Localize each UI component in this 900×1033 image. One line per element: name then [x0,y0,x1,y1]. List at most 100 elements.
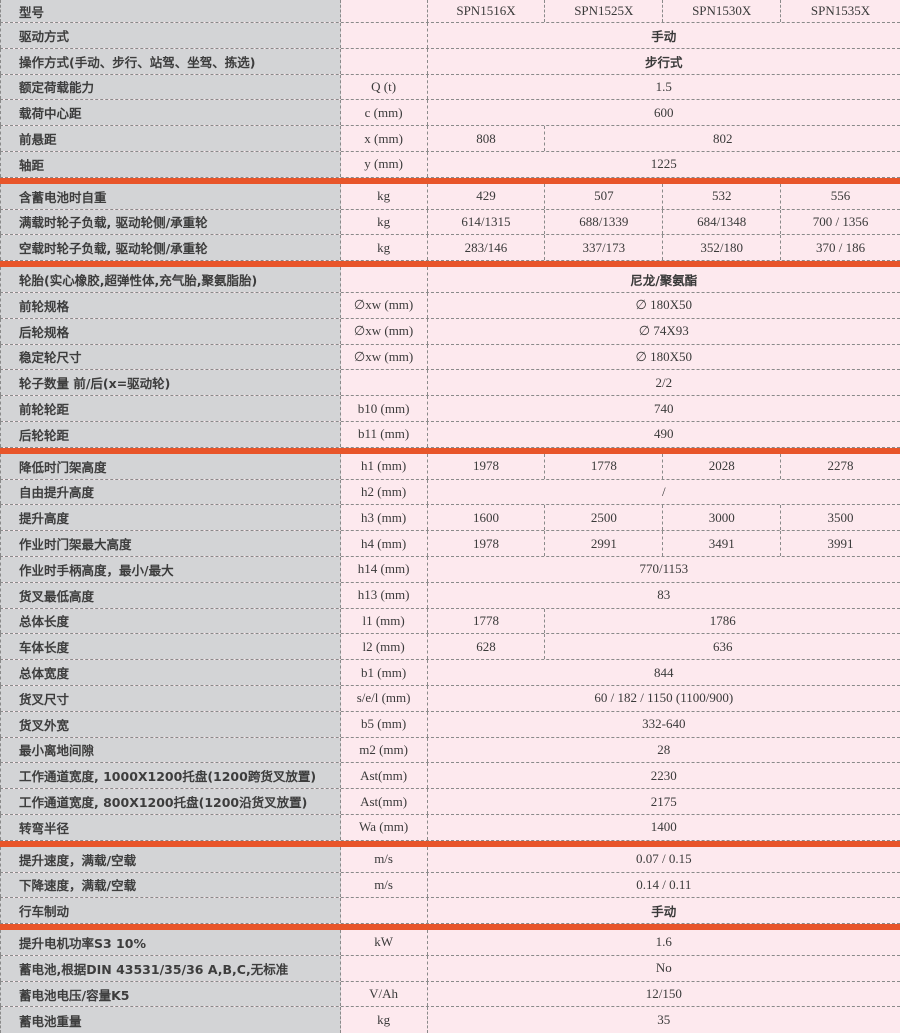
row-value: ∅ 180X50 [427,344,900,370]
row-value: 844 [427,660,900,685]
row-unit: kg [340,1007,428,1033]
row-unit: h4 (mm) [340,531,428,556]
row-unit [340,370,428,396]
row-label: 降低时门架高度 [0,453,341,479]
table-row: 操作方式(手动、步行、站驾、坐驾、拣选) 步行式 [0,48,900,75]
section-divider [0,177,900,184]
table-row: 后轮规格 ∅xw (mm) ∅ 74X93 [0,318,900,345]
row-unit: kg [340,209,428,235]
row-label: 总体宽度 [0,660,341,685]
row-unit: m2 (mm) [340,737,428,763]
row-unit [340,898,428,924]
row-unit: ∅xw (mm) [340,292,428,318]
row-value: 手动 [427,23,900,48]
section-divider [0,447,900,454]
row-value: 3500 [781,505,900,531]
row-unit: Ast(mm) [340,763,428,789]
row-value: 429 [427,183,546,209]
table-row: 载荷中心距 c (mm) 600 [0,100,900,127]
row-label: 额定荷载能力 [0,74,341,100]
row-unit: Q (t) [340,74,428,100]
row-value: 2/2 [427,370,900,396]
row-unit: m/s [340,872,428,898]
row-value: 1778 [427,608,546,634]
table-row: 车体长度 l2 (mm) 628 636 [0,634,900,661]
table-row: 货叉最低高度 h13 (mm) 83 [0,582,900,609]
row-label: 后轮轮距 [0,421,341,447]
row-value: 770/1153 [427,556,900,582]
row-label: 轮胎(实心橡胶,超弹性体,充气胎,聚氨脂胎) [0,267,341,292]
row-unit: b11 (mm) [340,421,428,447]
row-value: 28 [427,737,900,763]
row-label: 型号 [0,0,341,22]
row-label: 轮子数量 前/后(x=驱动轮) [0,370,341,396]
row-value: 532 [663,183,782,209]
row-unit: h2 (mm) [340,479,428,505]
row-value: 636 [545,634,900,660]
row-unit: h14 (mm) [340,556,428,582]
model-header: SPN1525X [545,0,664,22]
row-label: 作业时门架最大高度 [0,531,341,556]
table-row: 空载时轮子负载, 驱动轮侧/承重轮 kg 283/146 337/173 352/180… [0,235,900,262]
row-unit [340,48,428,74]
row-label: 载荷中心距 [0,100,341,126]
row-unit: x (mm) [340,126,428,151]
table-row: 货叉外宽 b5 (mm) 332-640 [0,711,900,738]
row-value: 490 [427,421,900,447]
row-label: 总体长度 [0,608,341,634]
table-row: 最小离地间隙 m2 (mm) 28 [0,737,900,764]
table-row: 蓄电池重量 kg 35 [0,1007,900,1033]
row-value: 0.07 / 0.15 [427,846,900,872]
row-unit: b1 (mm) [340,660,428,685]
row-unit: kW [340,930,428,955]
table-row: 前悬距 x (mm) 808 802 [0,126,900,152]
row-label: 含蓄电池时自重 [0,183,341,209]
row-value: 3991 [781,531,900,556]
row-unit: kg [340,235,428,261]
row-label: 货叉外宽 [0,711,341,737]
row-unit: h3 (mm) [340,505,428,531]
table-row: 货叉尺寸 s/e/l (mm) 60 / 182 / 1150 (1100/900) [0,685,900,712]
table-row: 稳定轮尺寸 ∅xw (mm) ∅ 180X50 [0,344,900,371]
row-value: 1.6 [427,930,900,955]
row-label: 提升电机功率S3 10% [0,930,341,955]
row-label: 满载时轮子负载, 驱动轮侧/承重轮 [0,209,341,235]
table-row: 驱动方式 手动 [0,23,900,49]
row-value: 337/173 [545,235,664,261]
row-value: 684/1348 [663,209,782,235]
row-value: 2028 [663,453,782,479]
model-header: SPN1535X [781,0,900,22]
table-row: 后轮轮距 b11 (mm) 490 [0,421,900,448]
row-unit [340,267,428,292]
row-label: 工作通道宽度, 800X1200托盘(1200沿货叉放置) [0,789,341,814]
header-row: 型号 SPN1516X SPN1525X SPN1530X SPN1535X [0,0,900,23]
row-value: 802 [545,126,900,151]
row-unit: V/Ah [340,981,428,1007]
row-label: 自由提升高度 [0,479,341,505]
row-unit: b5 (mm) [340,711,428,737]
row-value: 332-640 [427,711,900,737]
row-value: 步行式 [427,48,900,74]
row-value: 0.14 / 0.11 [427,872,900,898]
row-label: 行车制动 [0,898,341,924]
row-label: 驱动方式 [0,23,341,48]
table-row: 前轮轮距 b10 (mm) 740 [0,396,900,422]
table-row: 工作通道宽度, 1000X1200托盘(1200跨货叉放置) Ast(mm) 223… [0,763,900,790]
row-value: 35 [427,1007,900,1033]
row-value: 628 [427,634,546,660]
row-value: 1786 [545,608,900,634]
row-label: 轴距 [0,151,341,177]
model-header: SPN1516X [427,0,546,22]
row-value: 2175 [427,789,900,814]
row-value: 2278 [781,453,900,479]
row-value: 1600 [427,505,546,531]
row-value: ∅ 74X93 [427,318,900,344]
row-value: 556 [781,183,900,209]
row-label: 前轮轮距 [0,396,341,421]
row-label: 后轮规格 [0,318,341,344]
row-label: 蓄电池重量 [0,1007,341,1033]
row-value: 688/1339 [545,209,664,235]
row-unit: y (mm) [340,151,428,177]
row-unit [340,0,428,22]
row-value: 352/180 [663,235,782,261]
